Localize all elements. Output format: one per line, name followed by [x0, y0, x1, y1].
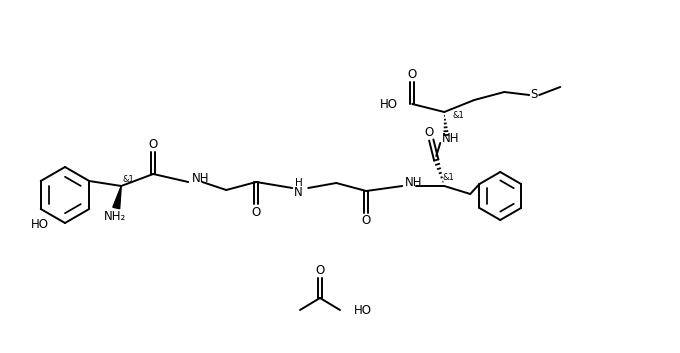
Text: N: N [294, 185, 303, 198]
Text: NH: NH [442, 132, 460, 144]
Text: O: O [362, 215, 371, 227]
Text: &1: &1 [122, 174, 134, 184]
Text: HO: HO [380, 97, 398, 110]
Text: O: O [316, 263, 324, 276]
Text: HO: HO [354, 304, 372, 317]
Text: S: S [530, 89, 538, 102]
Text: O: O [424, 126, 434, 138]
Text: HO: HO [31, 219, 49, 232]
Polygon shape [113, 186, 121, 209]
Text: O: O [407, 67, 417, 80]
Text: NH: NH [405, 176, 423, 190]
Text: &1: &1 [442, 174, 454, 183]
Text: O: O [149, 138, 158, 150]
Text: NH₂: NH₂ [104, 210, 126, 223]
Text: H: H [295, 178, 303, 188]
Text: &1: &1 [452, 112, 464, 120]
Text: NH: NH [192, 173, 209, 185]
Text: O: O [252, 205, 261, 219]
